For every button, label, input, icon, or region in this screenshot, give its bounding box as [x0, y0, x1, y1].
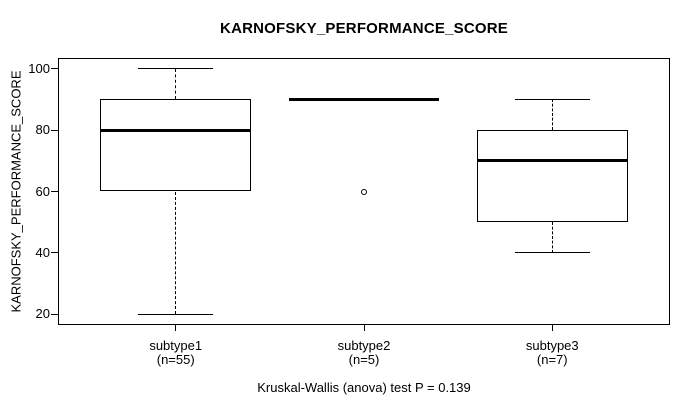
median-line	[476, 159, 628, 163]
lower-whisker-line	[551, 222, 553, 253]
group-n-label: (n=55)	[156, 352, 195, 367]
plot-area	[51, 58, 670, 331]
upper-whisker-line	[551, 99, 553, 131]
upper-whisker-cap	[514, 98, 590, 100]
upper-whisker-cap	[138, 68, 214, 70]
x-axis-tick	[363, 324, 365, 331]
x-axis-tick	[175, 324, 177, 331]
iqr-box	[100, 99, 252, 192]
y-axis-tick	[51, 313, 59, 315]
y-tick-label: 40	[35, 244, 50, 260]
y-axis-tick	[51, 191, 59, 192]
x-axis-label-0: subtype1 (n=55)	[101, 339, 251, 367]
outlier-point	[361, 188, 367, 195]
lower-whisker-cap	[514, 252, 590, 254]
y-tick-label: 20	[35, 306, 50, 322]
y-tick-label: 80	[35, 122, 50, 138]
x-axis-tick	[551, 324, 553, 331]
group-n-label: (n=7)	[536, 352, 568, 367]
iqr-box	[476, 130, 628, 223]
upper-whisker-line	[175, 68, 177, 100]
stat-test-caption: Kruskal-Wallis (anova) test P = 0.139	[257, 380, 471, 395]
y-axis-tick	[51, 129, 59, 131]
lower-whisker-cap	[138, 313, 214, 315]
y-tick-label: 100	[28, 60, 50, 76]
group-label: subtype1	[149, 338, 203, 353]
y-tick-label: 60	[35, 183, 50, 199]
y-axis-tick	[51, 252, 59, 254]
group-n-label: (n=5)	[348, 352, 380, 367]
lower-whisker-line	[175, 191, 177, 315]
y-axis-tick	[51, 68, 59, 70]
x-axis-label-1: subtype2 (n=5)	[289, 339, 439, 367]
median-line	[100, 128, 252, 132]
group-label: subtype2	[337, 338, 391, 353]
median-line	[288, 97, 440, 101]
group-label: subtype3	[525, 338, 579, 353]
chart-title: KARNOFSKY_PERFORMANCE_SCORE	[220, 20, 508, 37]
x-axis-label-2: subtype3 (n=7)	[477, 339, 627, 367]
